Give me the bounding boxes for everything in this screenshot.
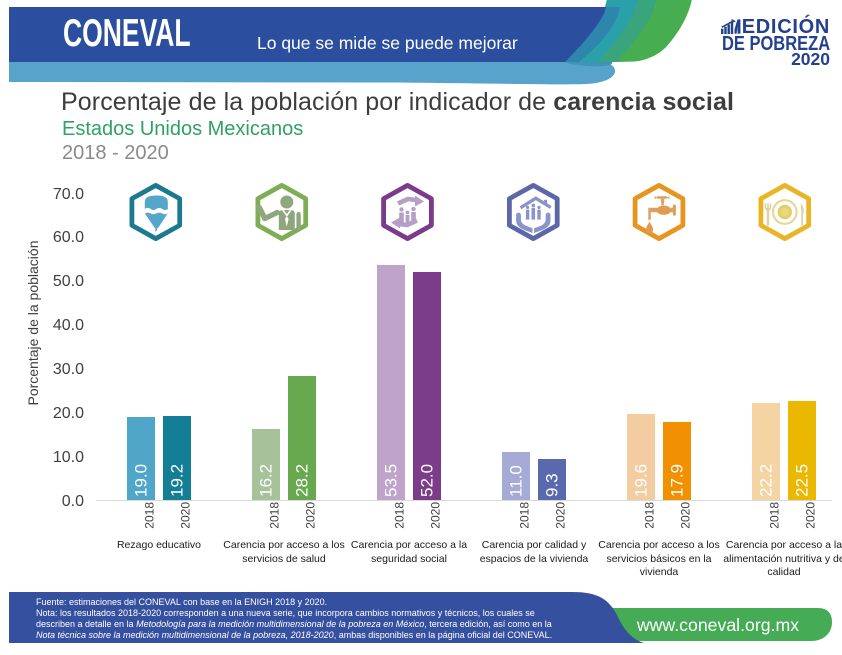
svg-text:Lo que se mide se puede mejora: Lo que se mide se puede mejorar: [257, 33, 518, 53]
svg-text:CONEVAL: CONEVAL: [63, 12, 191, 55]
svg-text:www.coneval.org.mx: www.coneval.org.mx: [636, 615, 799, 635]
